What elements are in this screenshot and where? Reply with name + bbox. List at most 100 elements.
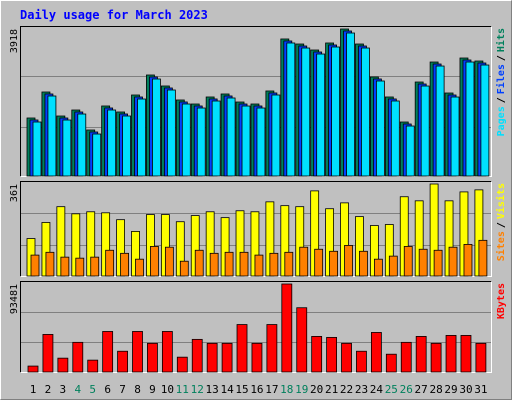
bar (236, 324, 248, 373)
x-tick-label: 7 (119, 383, 126, 396)
legend-entry: Hits (495, 28, 507, 52)
panel-bevel (20, 26, 492, 177)
bar (400, 341, 412, 373)
bar (475, 342, 487, 373)
legend-separator: / (496, 55, 507, 61)
bar (314, 248, 324, 277)
bar (356, 350, 367, 373)
x-tick-label: 5 (89, 383, 96, 396)
x-tick-label: 14 (220, 383, 234, 396)
bar (117, 350, 128, 373)
x-tick-label: 26 (400, 383, 413, 396)
bar (161, 331, 173, 373)
legend-entry: Sites (495, 231, 507, 261)
bar (57, 357, 69, 373)
bar (47, 95, 57, 177)
legend-entry: Files (495, 64, 507, 94)
x-tick-label: 20 (310, 383, 323, 396)
bar (102, 331, 114, 373)
x-tick-label: 27 (415, 383, 428, 396)
panel-bevel (20, 181, 492, 277)
bar (166, 89, 176, 177)
bar (299, 246, 309, 277)
bar (211, 100, 221, 177)
y-tick-label: 93481 (9, 284, 20, 314)
bar (341, 342, 352, 373)
x-tick-label: 4 (74, 383, 81, 396)
x-tick-label: 16 (250, 383, 263, 396)
bar (480, 64, 490, 177)
x-tick-label: 11 (176, 383, 189, 396)
bar (120, 252, 129, 277)
bar (90, 256, 100, 277)
bar (179, 260, 189, 277)
bar (62, 119, 72, 177)
bar (420, 85, 430, 177)
x-tick-label: 9 (149, 383, 156, 396)
x-tick-label: 25 (385, 383, 398, 396)
bar (344, 245, 353, 277)
bar (445, 335, 457, 373)
bar (346, 32, 355, 177)
legend-separator: / (496, 97, 507, 103)
bar (239, 251, 249, 277)
bar (72, 341, 84, 373)
bar (433, 249, 443, 277)
bar (388, 255, 398, 277)
bar (286, 42, 296, 177)
bar (269, 252, 279, 277)
bar (60, 256, 70, 277)
bar (448, 246, 458, 277)
bar (385, 353, 397, 373)
bar (370, 332, 382, 373)
bar (75, 257, 85, 277)
bar (194, 249, 204, 277)
bar (147, 342, 158, 373)
bar (150, 246, 159, 277)
legend: Sites / Visits (495, 183, 507, 261)
bar (361, 47, 370, 177)
y-tick-label: 3918 (9, 29, 20, 53)
bar (181, 103, 191, 177)
panel-bevel (20, 281, 492, 373)
bar (435, 65, 445, 177)
panel-bevel (20, 181, 492, 277)
x-tick-label: 29 (444, 383, 457, 396)
bar (326, 336, 338, 373)
bar (221, 342, 233, 373)
bar (209, 252, 219, 277)
bar (132, 331, 143, 373)
bar (271, 94, 281, 177)
bar (329, 250, 339, 277)
x-tick-label: 8 (134, 383, 141, 396)
x-tick-label: 15 (235, 383, 248, 396)
x-tick-label: 1 (30, 383, 37, 396)
bar (403, 246, 413, 277)
bar (137, 98, 146, 177)
bar (254, 254, 264, 277)
bar (373, 258, 383, 277)
x-tick-label: 3 (60, 383, 67, 396)
bar (316, 53, 326, 177)
y-tick-label: 361 (9, 184, 20, 202)
bar (42, 334, 54, 373)
x-tick-label: 18 (280, 383, 293, 396)
bar (375, 80, 385, 177)
bar (311, 336, 323, 373)
legend-entry: Pages (496, 106, 507, 136)
x-tick-label: 31 (474, 383, 487, 396)
panel-bevel (20, 26, 492, 177)
legend-entry: KBytes (496, 283, 507, 319)
bar (256, 107, 266, 177)
legend-separator: / (496, 222, 507, 228)
bar (465, 61, 475, 177)
bar (430, 342, 442, 373)
bar (224, 251, 234, 277)
bar (196, 107, 206, 177)
bar (331, 46, 341, 177)
bar (32, 121, 42, 177)
legend: Pages / Files / Hits (495, 28, 507, 136)
bar (450, 96, 460, 177)
